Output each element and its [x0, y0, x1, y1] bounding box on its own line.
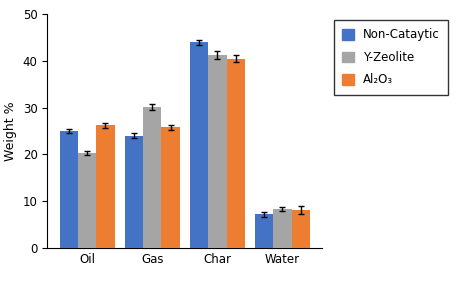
Y-axis label: Weight %: Weight %: [4, 101, 17, 161]
Bar: [96, 125, 115, 248]
Bar: [273, 209, 292, 248]
Bar: [143, 107, 162, 248]
Bar: [255, 214, 273, 248]
Bar: [292, 210, 310, 248]
Bar: [125, 136, 143, 248]
Bar: [78, 153, 96, 248]
Legend: Non-Cataytic, Y-Zeolite, Al₂O₃: Non-Cataytic, Y-Zeolite, Al₂O₃: [334, 20, 448, 95]
Bar: [190, 42, 208, 248]
Bar: [227, 59, 245, 248]
Bar: [208, 55, 227, 248]
Bar: [60, 131, 78, 248]
Bar: [162, 127, 180, 248]
